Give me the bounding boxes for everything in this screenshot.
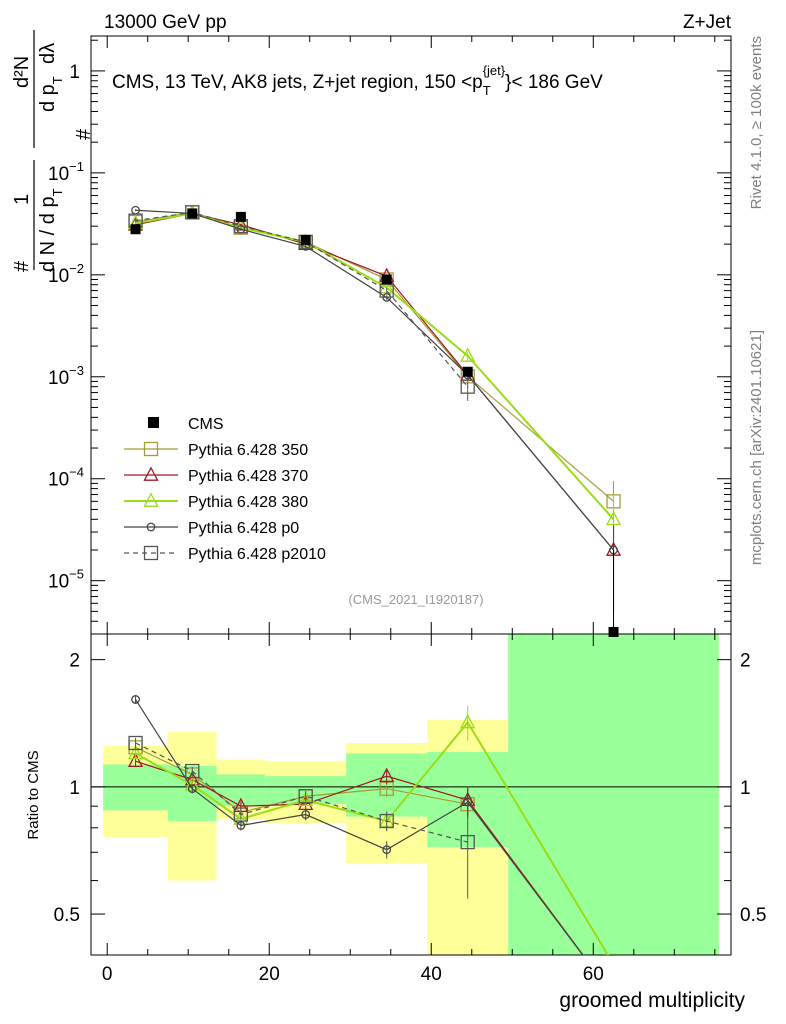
legend-label-0: Pythia 6.428 350 bbox=[188, 442, 308, 459]
rivet-side-label: Rivet 4.1.0, ≥ 100k events bbox=[748, 36, 765, 209]
x-tick-label-40: 40 bbox=[421, 964, 442, 985]
legend: CMS Pythia 6.428 350 Pythia 6.428 370 Pythi… bbox=[124, 416, 326, 563]
ratio-marker-2-3 bbox=[298, 791, 314, 807]
stat-uncertainty-band-6 bbox=[508, 634, 719, 955]
ratio-marker-4-5 bbox=[460, 834, 475, 850]
chart-title: CMS, 13 TeV, AK8 jets, Z+jet region, 150… bbox=[112, 63, 603, 98]
ratio-marker-4-1 bbox=[185, 763, 200, 779]
cms-data-point-2 bbox=[235, 211, 246, 222]
main-plot-frame bbox=[90, 35, 732, 635]
ratio-marker-4-2 bbox=[233, 807, 249, 822]
mcplots-side-label: mcplots.cern.ch [arXiv:2401.10621] bbox=[748, 330, 765, 565]
y-tick-label-ratio-right-0.5: 0.5 bbox=[740, 905, 766, 926]
y-axis-label: # 1 d N / d pT # d²N d pT dλ bbox=[11, 30, 95, 272]
x-tick-label-60: 60 bbox=[583, 964, 604, 985]
main-marker-4-1 bbox=[185, 205, 200, 220]
y-tick-label-ratio-right-2: 2 bbox=[740, 651, 751, 672]
chart-title-suffix: }< 186 GeV bbox=[505, 72, 603, 93]
legend-label-3: Pythia 6.428 p0 bbox=[188, 520, 299, 537]
ratio-marker-3-3 bbox=[301, 810, 311, 819]
analysis-watermark: (CMS_2021_I1920187) bbox=[348, 592, 483, 607]
ratio-series-lines bbox=[127, 695, 610, 955]
x-tick-label-20: 20 bbox=[259, 964, 280, 985]
stat-uncertainty-band-2 bbox=[216, 774, 266, 807]
legend-label-4: Pythia 6.428 p2010 bbox=[188, 546, 326, 563]
chart-title-sub: T bbox=[483, 83, 491, 98]
axis-ticks: 0 20 40 60 1 10−1 10−2 10−3 10−4 10−5 0.5 0.5 1 1 2 2 bbox=[48, 36, 766, 985]
ylabel-one: 1 bbox=[11, 194, 33, 205]
y-tick-label-ratio-left-2: 2 bbox=[69, 651, 80, 672]
ratio-marker-1-4 bbox=[379, 767, 395, 783]
ylabel-denominator: d N / d pT bbox=[37, 188, 65, 272]
ylabel-numer-denominator: d pT bbox=[37, 76, 65, 112]
header-right-label: Z+Jet bbox=[683, 12, 732, 33]
cms-data-point-0 bbox=[130, 224, 141, 235]
x-tick-label-0: 0 bbox=[102, 964, 113, 985]
ratio-marker-3-2 bbox=[236, 821, 246, 830]
legend-label-2: Pythia 6.428 380 bbox=[188, 494, 308, 511]
ratio-line-4 bbox=[135, 742, 468, 843]
legend-marker-cms bbox=[148, 417, 159, 428]
ratio-uncertainty-bands bbox=[91, 634, 731, 955]
plot-frames bbox=[90, 35, 732, 956]
cms-data-points bbox=[130, 208, 619, 637]
cms-data-point-5 bbox=[462, 366, 473, 377]
y-tick-label-main-5: 10−5 bbox=[48, 567, 84, 593]
ratio-line-0 bbox=[135, 746, 468, 814]
ratio-plot-frame bbox=[90, 633, 732, 956]
ylabel-lambda: dλ bbox=[37, 43, 59, 64]
ylabel-numerator: d²N bbox=[11, 56, 33, 88]
y-tick-label-main-0: 1 bbox=[69, 62, 80, 83]
y-tick-label-ratio-right-1: 1 bbox=[740, 778, 751, 799]
x-axis-label: groomed multiplicity bbox=[559, 989, 745, 1012]
y-tick-label-ratio-left-0.5: 0.5 bbox=[54, 905, 80, 926]
legend-label-cms: CMS bbox=[188, 416, 224, 433]
ratio-marker-1-0 bbox=[127, 752, 144, 768]
ratio-marker-4-3 bbox=[298, 789, 313, 804]
header-left-label: 13000 GeV pp bbox=[104, 12, 227, 33]
main-line-4 bbox=[135, 211, 469, 388]
y-tick-label-main-2: 10−2 bbox=[48, 261, 84, 287]
ratio-marker-3-4 bbox=[382, 845, 392, 855]
chart-title-sup: {jet} bbox=[483, 63, 506, 78]
ratio-y-label: Ratio to CMS bbox=[25, 750, 42, 839]
ratio-marker-3-0 bbox=[131, 695, 140, 704]
y-tick-label-main-3: 10−3 bbox=[48, 363, 84, 389]
ratio-marker-2-0 bbox=[127, 744, 144, 760]
ratio-marker-4-4 bbox=[379, 813, 394, 829]
chart-title-prefix: CMS, 13 TeV, AK8 jets, Z+jet region, 150… bbox=[112, 72, 483, 93]
legend-marker-1 bbox=[143, 466, 159, 481]
ratio-marker-4-0 bbox=[128, 735, 143, 751]
main-marker-2-6 bbox=[605, 510, 622, 526]
stat-uncertainty-band-0 bbox=[103, 764, 168, 811]
ylabel-hash-numer: # bbox=[73, 128, 95, 140]
main-marker-4-5 bbox=[460, 379, 475, 394]
main-marker-2-5 bbox=[460, 347, 476, 362]
legend-label-1: Pythia 6.428 370 bbox=[188, 468, 308, 485]
cms-data-point-4 bbox=[381, 274, 392, 285]
ylabel-hash-top: # bbox=[11, 260, 33, 272]
cms-data-point-3 bbox=[300, 234, 311, 245]
y-tick-label-main-4: 10−4 bbox=[48, 465, 84, 491]
legend-marker-2 bbox=[143, 492, 159, 507]
y-tick-label-main-1: 10−1 bbox=[48, 159, 84, 185]
y-tick-label-ratio-left-1: 1 bbox=[69, 778, 80, 799]
legend-marker-4 bbox=[143, 545, 159, 561]
cms-data-point-1 bbox=[187, 208, 198, 219]
legend-marker-3 bbox=[146, 522, 156, 532]
ratio-marker-2-5 bbox=[460, 713, 476, 729]
legend-marker-0 bbox=[143, 441, 159, 457]
ratio-marker-3-1 bbox=[187, 784, 197, 794]
